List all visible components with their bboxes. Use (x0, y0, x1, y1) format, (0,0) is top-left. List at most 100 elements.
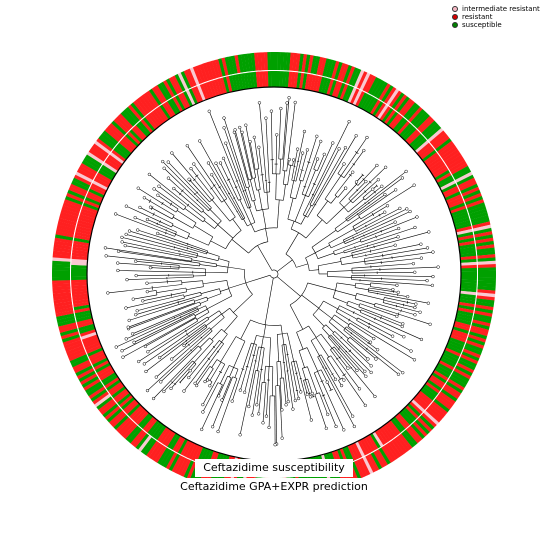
ring-segment (450, 163, 468, 175)
ring-segment (352, 89, 363, 106)
ring-segment (261, 71, 266, 88)
ring-segment (142, 416, 156, 431)
tree-tip (373, 394, 377, 399)
tree-branch (176, 210, 197, 224)
ring-segment (169, 434, 181, 450)
ring-segment (75, 365, 93, 377)
ring-segment (420, 388, 435, 401)
ring-segment (86, 151, 104, 165)
ring-segment (462, 189, 481, 200)
tree-arc (312, 396, 315, 398)
ring-segment (476, 244, 495, 250)
tree-branch (201, 384, 223, 430)
tree-branch (343, 246, 356, 252)
ring-segment (52, 276, 71, 281)
tree-branch (275, 134, 278, 165)
tree-tip (344, 186, 348, 190)
tree-arc (174, 231, 177, 237)
ring-segment (472, 316, 492, 324)
tree-tip (409, 349, 413, 353)
tree-branch (302, 194, 314, 215)
tree-branch (170, 203, 179, 210)
tree-branch (152, 267, 179, 270)
ring-segment (149, 111, 162, 127)
tree-tip (396, 290, 400, 295)
tree-arc (285, 253, 297, 268)
ring-segment (180, 439, 191, 456)
tree-branch (289, 304, 304, 330)
tree-branch (199, 140, 230, 194)
ring-segment (313, 56, 321, 75)
ring-segment (225, 76, 233, 93)
tree-branch (265, 180, 268, 193)
tree-branch (166, 229, 176, 235)
ring-segment (111, 120, 127, 136)
ring-segment (127, 427, 143, 444)
tree-tip (419, 337, 424, 342)
tree-branch (364, 171, 407, 204)
tree-branch (306, 347, 319, 372)
ring-segment (423, 152, 439, 165)
tree-tip (343, 146, 348, 150)
ring-segment (476, 295, 495, 301)
ring-segment (445, 194, 462, 204)
ring-segment (202, 62, 212, 81)
ring-segment (316, 56, 324, 76)
ring-segment (379, 106, 391, 122)
ring-segment (74, 231, 92, 238)
ring-segment (52, 267, 71, 271)
tree-branch (353, 312, 404, 338)
tree-branch (145, 317, 197, 347)
ring-segment (243, 72, 250, 90)
tree-branch (200, 300, 209, 304)
tree-arc (368, 180, 372, 184)
ring-segment (476, 292, 496, 298)
tree-arc (352, 163, 356, 166)
ring-segment (101, 372, 117, 384)
tree-arc (256, 189, 261, 191)
tree-branch (317, 356, 324, 368)
tree-branch (351, 246, 375, 254)
tree-arc (214, 220, 222, 229)
ring-segment (99, 369, 115, 381)
legend-label: susceptible (462, 21, 502, 29)
ring-segment (464, 342, 483, 353)
tree-branch (202, 280, 227, 285)
tree-branch (339, 357, 349, 369)
tree-branch (202, 210, 219, 225)
tree-branch (220, 162, 229, 180)
ring-segment (69, 183, 88, 194)
tree-tip (413, 305, 417, 310)
tree-tip (182, 343, 186, 348)
tree-branch (382, 247, 428, 256)
ring-segment (133, 409, 147, 423)
ring-segment (135, 433, 150, 450)
tree-arc (337, 173, 345, 179)
ring-segment (455, 315, 472, 323)
ring-segment (455, 225, 472, 233)
tree-branch (363, 221, 396, 236)
tree-tip (134, 313, 138, 317)
tree-branch (153, 188, 184, 211)
ring-segment (71, 276, 88, 281)
tree-branch (307, 282, 336, 291)
tree-arc (258, 346, 265, 349)
tree-branch (162, 161, 196, 195)
ring-segment (379, 426, 391, 442)
tree-tip (406, 295, 410, 299)
ring-segment (399, 411, 413, 425)
tree-branch (309, 148, 340, 205)
tree-arc (207, 357, 211, 360)
tree-branch (181, 280, 203, 283)
tree-branch (356, 208, 407, 234)
tree-arc (358, 215, 362, 220)
tree-branch (280, 361, 283, 379)
ring-segment (227, 56, 235, 75)
ring-segment (53, 247, 72, 253)
ring-segment (347, 87, 357, 104)
ring-segment (418, 145, 433, 158)
tree-tip (371, 187, 375, 191)
tree-arc (325, 367, 328, 370)
tree-arc (291, 179, 297, 182)
